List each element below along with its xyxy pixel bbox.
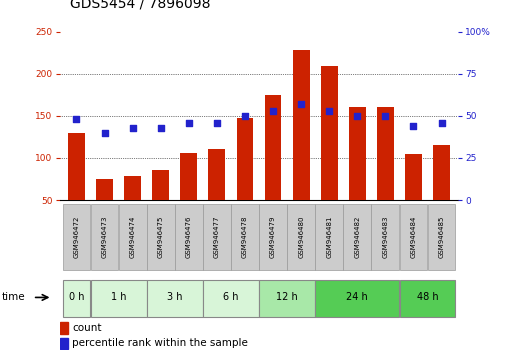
Text: GSM946483: GSM946483 <box>382 216 388 258</box>
Bar <box>63 204 90 270</box>
Point <box>381 113 390 119</box>
Bar <box>68 133 85 200</box>
Bar <box>147 204 175 270</box>
Point <box>409 123 418 129</box>
Bar <box>96 179 113 200</box>
Bar <box>428 204 455 270</box>
Bar <box>399 204 427 270</box>
Text: GSM946475: GSM946475 <box>157 216 164 258</box>
Bar <box>315 204 343 270</box>
Bar <box>91 204 119 270</box>
Bar <box>349 107 366 200</box>
Bar <box>60 337 68 349</box>
Text: 48 h: 48 h <box>416 292 438 302</box>
Text: time: time <box>2 292 25 302</box>
Text: GSM946479: GSM946479 <box>270 216 276 258</box>
Bar <box>91 280 147 316</box>
Bar <box>203 280 259 316</box>
Point <box>156 125 165 131</box>
Bar <box>287 204 315 270</box>
Point <box>73 116 81 122</box>
Bar <box>377 107 394 200</box>
Point <box>184 120 193 126</box>
Bar <box>293 50 310 200</box>
Bar <box>371 204 399 270</box>
Text: GSM946482: GSM946482 <box>354 216 361 258</box>
Bar <box>124 176 141 200</box>
Text: GSM946484: GSM946484 <box>410 216 416 258</box>
Bar <box>399 280 455 316</box>
Bar <box>433 145 450 200</box>
Bar <box>63 280 90 316</box>
Bar <box>152 170 169 200</box>
Point <box>269 108 277 114</box>
Bar <box>203 204 231 270</box>
Bar <box>208 149 225 200</box>
Bar <box>237 119 253 200</box>
Point <box>437 120 445 126</box>
Bar <box>259 204 287 270</box>
Text: 6 h: 6 h <box>223 292 239 302</box>
Text: 3 h: 3 h <box>167 292 182 302</box>
Text: GSM946481: GSM946481 <box>326 216 332 258</box>
Text: percentile rank within the sample: percentile rank within the sample <box>73 338 248 348</box>
Text: GSM946474: GSM946474 <box>130 216 136 258</box>
Point <box>297 101 305 107</box>
Text: 0 h: 0 h <box>69 292 84 302</box>
Text: 24 h: 24 h <box>347 292 368 302</box>
Text: GSM946472: GSM946472 <box>74 216 79 258</box>
Point <box>128 125 137 131</box>
Bar <box>175 204 203 270</box>
Text: 12 h: 12 h <box>276 292 298 302</box>
Bar <box>343 204 371 270</box>
Point <box>325 108 334 114</box>
Bar <box>405 154 422 200</box>
Bar <box>180 153 197 200</box>
Bar <box>147 280 203 316</box>
Point <box>100 130 109 136</box>
Text: GSM946478: GSM946478 <box>242 216 248 258</box>
Bar <box>315 280 399 316</box>
Text: 1 h: 1 h <box>111 292 126 302</box>
Text: GSM946473: GSM946473 <box>102 216 108 258</box>
Text: count: count <box>73 323 102 333</box>
Text: GDS5454 / 7896098: GDS5454 / 7896098 <box>70 0 210 11</box>
Point <box>213 120 221 126</box>
Bar <box>119 204 147 270</box>
Text: GSM946476: GSM946476 <box>186 216 192 258</box>
Bar <box>321 66 338 200</box>
Bar <box>60 322 68 334</box>
Text: GSM946485: GSM946485 <box>439 216 444 258</box>
Bar <box>265 95 281 200</box>
Text: GSM946480: GSM946480 <box>298 216 304 258</box>
Bar <box>259 280 315 316</box>
Point <box>353 113 362 119</box>
Point <box>241 113 249 119</box>
Bar <box>231 204 259 270</box>
Text: GSM946477: GSM946477 <box>214 216 220 258</box>
